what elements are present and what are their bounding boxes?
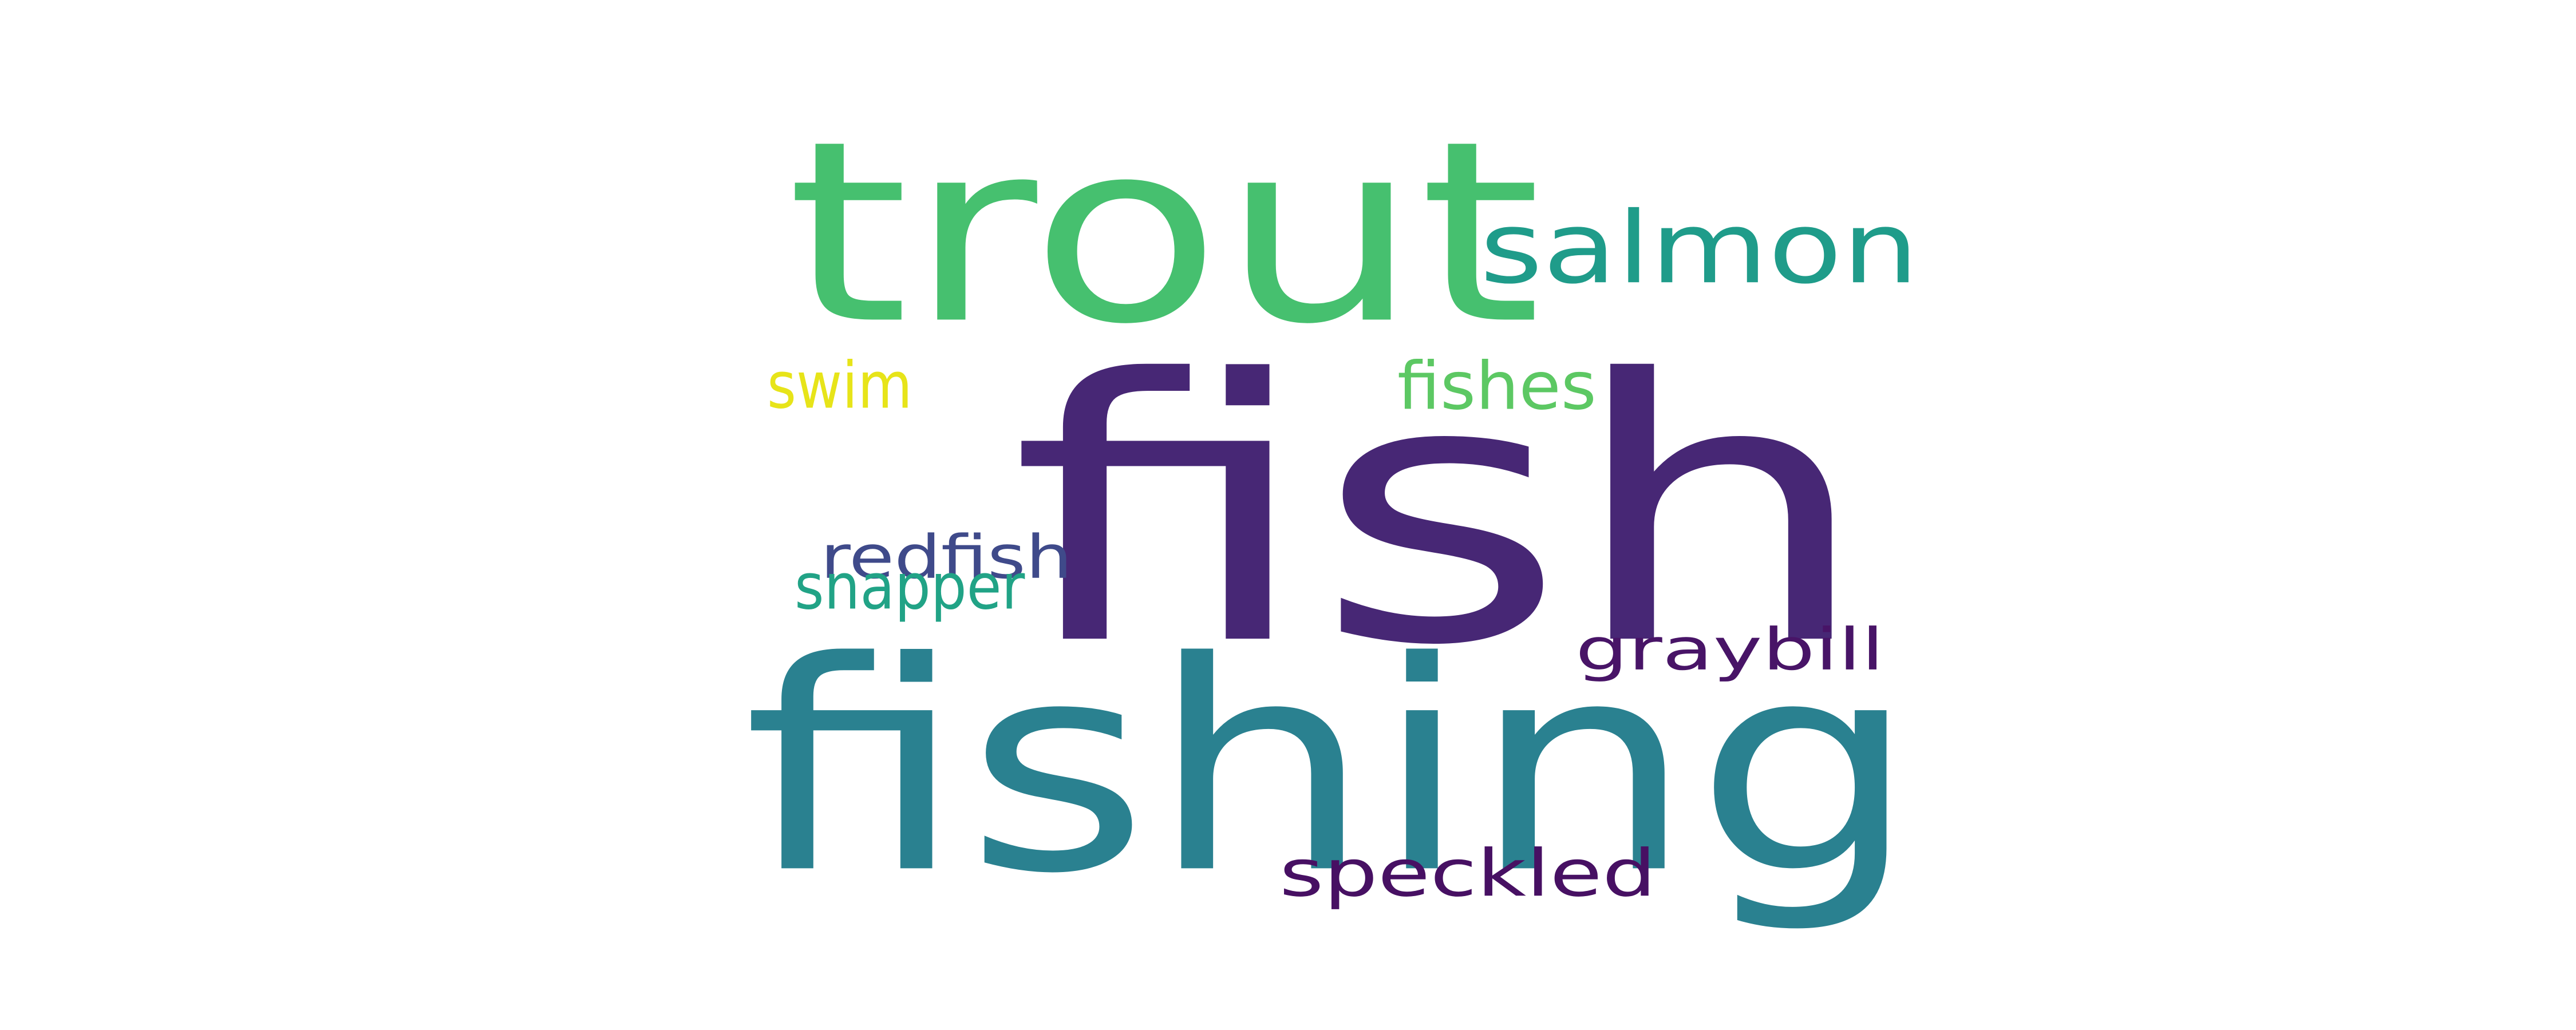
word-swim: swim xyxy=(767,348,912,423)
word-redfish: redfish xyxy=(820,522,1073,592)
word-trout: trout xyxy=(787,88,1542,380)
word-fishes: fishes xyxy=(1397,348,1597,425)
word-fish: fish xyxy=(1010,304,1873,726)
word-speckled: speckled xyxy=(1279,835,1657,912)
word-graybill: graybill xyxy=(1575,616,1884,684)
word-fishing: fishing xyxy=(742,601,1919,938)
word-snapper: snapper xyxy=(794,550,1025,624)
word-salmon: salmon xyxy=(1480,191,1919,306)
